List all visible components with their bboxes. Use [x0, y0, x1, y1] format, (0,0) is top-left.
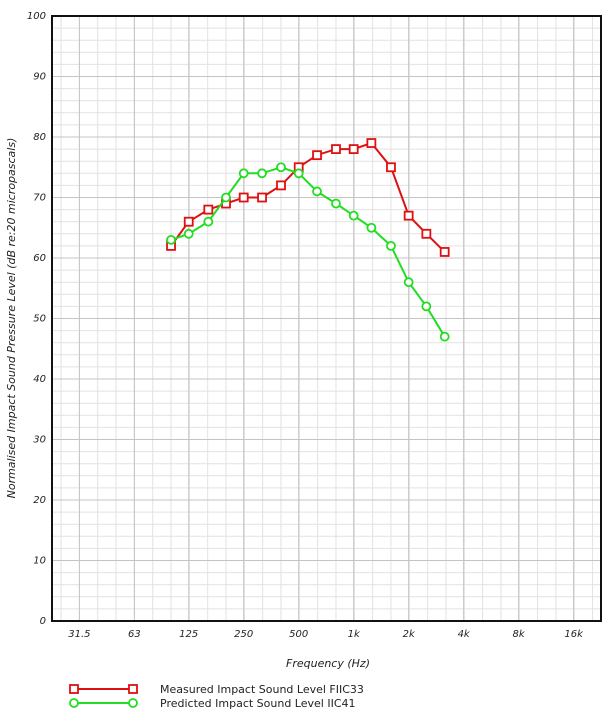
data-point-circle [293, 168, 304, 179]
y-tick-labels: 0 10 20 30 40 50 60 70 80 90 100 [27, 11, 46, 627]
data-point-circle [166, 234, 176, 245]
y-axis-title: Normalised Impact Sound Pressure Level (… [5, 138, 18, 499]
data-point-circle [203, 216, 214, 227]
data-point-circle [386, 240, 396, 251]
y-tick-label: 80 [33, 132, 46, 143]
data-point-circle [403, 277, 414, 288]
y-tick-label: 10 [33, 556, 46, 567]
x-tick-label: 4k [458, 629, 471, 640]
data-point-circle [238, 168, 249, 179]
data-point-square [238, 192, 249, 203]
y-tick-label: 50 [33, 314, 46, 325]
legend-marker-square [128, 684, 138, 694]
x-tick-label: 125 [179, 629, 198, 640]
series-line [170, 166, 446, 338]
y-tick-label: 20 [33, 495, 46, 506]
data-point-circle [331, 198, 341, 209]
data-point-square [421, 228, 432, 239]
x-tick-label: 500 [289, 629, 308, 640]
series-measured [166, 138, 450, 257]
data-point-square [276, 180, 286, 191]
x-axis-title: Frequency (Hz) [286, 657, 370, 670]
legend-label: Measured Impact Sound Level FIIC33 [160, 683, 364, 696]
data-point-circle [348, 210, 359, 221]
y-tick-label: 70 [33, 193, 46, 204]
series-predicted [166, 162, 450, 342]
series-layer [166, 138, 450, 342]
data-point-square [312, 150, 322, 161]
x-tick-labels: 31.5 63 125 250 500 1k 2k 4k 8k 16k [68, 629, 584, 640]
data-point-square [183, 216, 194, 227]
data-point-circle [221, 192, 231, 203]
legend-marker-square [69, 684, 79, 694]
x-tick-label: 63 [128, 629, 141, 640]
data-point-square [257, 192, 267, 203]
data-point-square [331, 144, 341, 155]
data-point-square [439, 247, 450, 257]
x-tick-label: 1k [348, 629, 361, 640]
data-point-circle [312, 186, 322, 197]
legend-marker-circle [128, 698, 138, 708]
x-tick-label: 250 [234, 629, 253, 640]
data-point-square [348, 144, 359, 155]
y-tick-label: 40 [33, 374, 46, 385]
y-tick-label: 100 [27, 11, 46, 22]
major-grid [52, 15, 601, 622]
data-point-circle [276, 162, 286, 173]
series-line [170, 141, 446, 253]
data-point-square [386, 162, 396, 173]
data-point-square [366, 138, 377, 148]
legend: Measured Impact Sound Level FIIC33Predic… [69, 683, 364, 710]
legend-label: Predicted Impact Sound Level IIC41 [160, 697, 356, 710]
legend-marker-circle [69, 698, 79, 708]
x-tick-label: 16k [564, 629, 584, 640]
x-tick-label: 2k [403, 629, 416, 640]
y-tick-label: 30 [33, 435, 46, 446]
data-point-square [203, 204, 214, 215]
data-point-circle [366, 222, 377, 233]
data-point-circle [183, 228, 194, 239]
y-tick-label: 60 [33, 253, 46, 264]
data-point-square [403, 210, 414, 221]
y-tick-label: 0 [40, 616, 46, 627]
x-tick-label: 8k [513, 629, 526, 640]
plot-frame [51, 15, 602, 622]
y-tick-label: 90 [33, 72, 46, 83]
data-point-circle [421, 301, 432, 312]
x-tick-label: 31.5 [68, 629, 90, 640]
data-point-circle [439, 331, 450, 342]
data-point-circle [257, 168, 267, 179]
